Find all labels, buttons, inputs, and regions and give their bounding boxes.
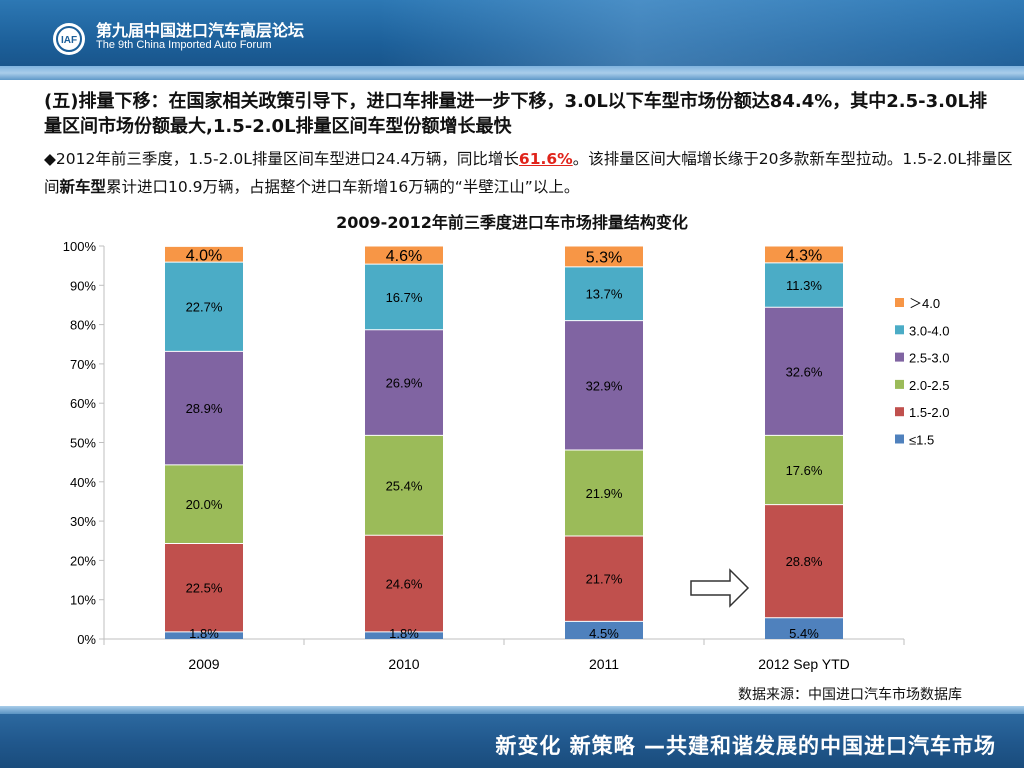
data-label: 25.4% bbox=[386, 478, 423, 493]
slide-headline: (五)排量下移：在国家相关政策引导下，进口车排量进一步下移，3.0L以下车型市场… bbox=[44, 91, 987, 137]
bar-segment bbox=[165, 262, 243, 352]
bar-segment bbox=[565, 320, 643, 450]
data-label: 20.0% bbox=[186, 497, 223, 512]
body-text-part: 累计进口10.9万辆，占据整个进口车新增16万辆的“半壁江山”以上。 bbox=[106, 178, 580, 196]
legend-swatch bbox=[895, 325, 904, 335]
data-label: 17.6% bbox=[786, 463, 823, 478]
y-tick-label: 40% bbox=[70, 475, 96, 490]
stacked-bar-chart: 0% 10% 20% 30% 40% 50% 60% 70% 80% 90% 100% 1.8% 22.… bbox=[63, 239, 950, 672]
bar-segment bbox=[365, 246, 443, 265]
bar-segment bbox=[165, 631, 243, 639]
chart-title: 2009-2012年前三季度进口车市场排量结构变化 bbox=[336, 213, 688, 232]
svg-text:IAF: IAF bbox=[61, 35, 77, 46]
x-tick-label: 2009 bbox=[188, 656, 219, 672]
footer-band-decoration bbox=[0, 706, 1024, 714]
data-label: 32.9% bbox=[586, 378, 623, 393]
bar-segment bbox=[565, 621, 643, 639]
legend-label: 2.0-2.5 bbox=[909, 378, 949, 393]
legend-swatch bbox=[895, 434, 904, 444]
x-tick-label: 2011 bbox=[589, 656, 619, 672]
data-label: 21.7% bbox=[586, 572, 623, 587]
y-tick-label: 60% bbox=[70, 396, 96, 411]
data-label: 5.3% bbox=[586, 249, 622, 266]
legend-label: 1.5-2.0 bbox=[909, 405, 949, 420]
growth-highlight: 61.6% bbox=[518, 150, 573, 168]
bar-segment bbox=[765, 435, 843, 505]
bar-segment bbox=[365, 435, 443, 536]
bar-segment bbox=[165, 543, 243, 632]
body-text-part: ◆2012年前三季度，1.5-2.0L排量区间车型进口24.4万辆，同比增长 bbox=[44, 150, 519, 168]
legend-label: 3.0-4.0 bbox=[909, 323, 949, 338]
data-label: 22.5% bbox=[186, 581, 223, 596]
data-label: 5.4% bbox=[789, 626, 819, 641]
data-label: 4.6% bbox=[386, 248, 422, 265]
bar-segment bbox=[165, 464, 243, 544]
data-label: 22.7% bbox=[186, 300, 223, 315]
body-text-part: 。该排量区间大幅增长缘于20多款新车型拉动。1.5-2.0L排量区间 bbox=[44, 150, 1013, 196]
data-label: 26.9% bbox=[386, 376, 423, 391]
data-label: 13.7% bbox=[586, 287, 623, 302]
y-tick-label: 10% bbox=[70, 593, 96, 608]
x-tick-label: 2012 Sep YTD bbox=[758, 656, 850, 672]
bar-segment bbox=[765, 262, 843, 308]
bar-segment bbox=[565, 536, 643, 622]
data-label: 21.9% bbox=[586, 486, 623, 501]
y-tick-label: 0% bbox=[77, 632, 96, 647]
legend-swatch bbox=[895, 298, 904, 307]
data-label: 4.5% bbox=[589, 626, 619, 641]
body-text-bold: 新车型 bbox=[59, 178, 107, 196]
data-label: 11.3% bbox=[786, 278, 822, 293]
bar-segment bbox=[565, 246, 643, 267]
data-label: 1.8% bbox=[189, 626, 219, 641]
data-source: 数据来源：中国进口汽车市场数据库 bbox=[738, 687, 962, 703]
bar-segment bbox=[365, 535, 443, 632]
data-label: 4.3% bbox=[786, 247, 822, 264]
y-tick-label: 100% bbox=[63, 239, 97, 254]
header-banner: IAF 第九届中国进口汽车高层论坛 The 9th China Imported… bbox=[0, 0, 1024, 80]
data-label: 16.7% bbox=[386, 290, 423, 305]
legend-label: ＞4.0 bbox=[909, 296, 940, 311]
data-label: 28.9% bbox=[186, 401, 223, 416]
x-tick-label: 2010 bbox=[388, 656, 419, 672]
data-label: 4.0% bbox=[186, 247, 222, 264]
bar-segment bbox=[365, 329, 443, 436]
y-tick-label: 70% bbox=[70, 357, 96, 372]
header-band-decoration bbox=[0, 66, 1024, 80]
data-label: 32.6% bbox=[786, 364, 823, 379]
bar-segment bbox=[765, 246, 843, 263]
y-tick-label: 20% bbox=[70, 553, 96, 568]
arrow-icon bbox=[690, 568, 750, 608]
data-label: 1.8% bbox=[389, 626, 419, 641]
y-tick-label: 50% bbox=[70, 436, 96, 451]
body-paragraph: ◆2012年前三季度，1.5-2.0L排量区间车型进口24.4万辆，同比增长61… bbox=[44, 145, 1024, 201]
legend-label: ≤1.5 bbox=[909, 433, 934, 448]
y-tick-label: 80% bbox=[70, 318, 96, 333]
bar-segment bbox=[765, 307, 843, 436]
legend-swatch bbox=[895, 352, 904, 362]
bar-segment bbox=[765, 617, 843, 639]
forum-title-cn: 第九届中国进口汽车高层论坛 bbox=[96, 21, 305, 40]
data-label: 28.8% bbox=[786, 554, 823, 569]
y-tick-label: 90% bbox=[70, 278, 96, 293]
legend-swatch bbox=[895, 407, 904, 417]
bar-segment bbox=[565, 266, 643, 321]
bar-segment bbox=[765, 504, 843, 618]
bar-segment bbox=[365, 631, 443, 639]
bar-segment bbox=[565, 449, 643, 537]
bar-segment bbox=[165, 246, 243, 263]
legend-swatch bbox=[895, 379, 904, 389]
iaf-logo: IAF bbox=[53, 23, 85, 55]
forum-title-en: The 9th China Imported Auto Forum bbox=[96, 39, 272, 51]
bar-segment bbox=[365, 264, 443, 330]
data-label: 24.6% bbox=[386, 577, 423, 592]
bar-segment bbox=[165, 351, 243, 465]
footer-slogan: 新变化 新策略 —共建和谐发展的中国进口汽车市场 bbox=[495, 734, 996, 758]
legend-label: 2.5-3.0 bbox=[909, 351, 949, 366]
y-tick-label: 30% bbox=[70, 514, 96, 529]
footer-banner: 新变化 新策略 —共建和谐发展的中国进口汽车市场 bbox=[0, 706, 1024, 768]
